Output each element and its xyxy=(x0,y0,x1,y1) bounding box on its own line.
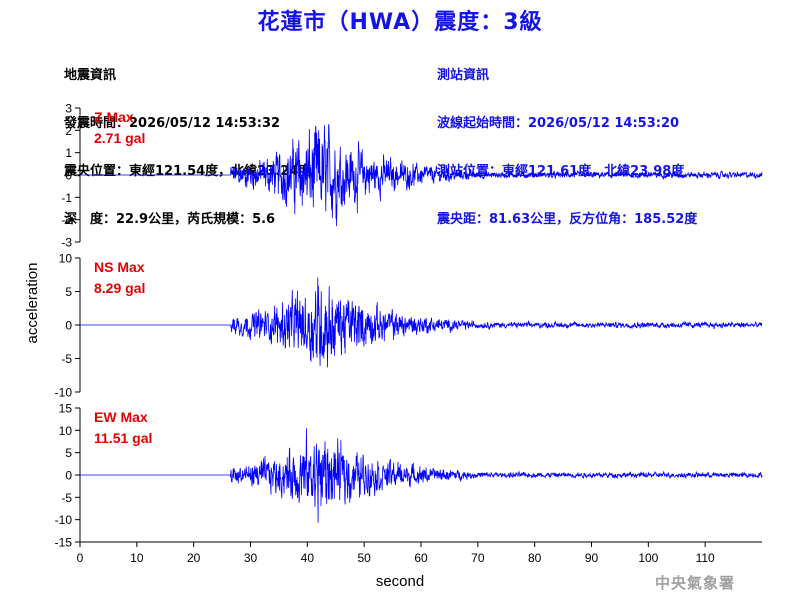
y-tick-label-ew: 10 xyxy=(59,424,73,438)
x-tick-label: 30 xyxy=(244,551,258,565)
y-tick-label-z: 0 xyxy=(65,169,72,183)
y-tick-label-z: -3 xyxy=(61,236,72,250)
max-label-ns: NS Max xyxy=(94,259,145,275)
x-tick-label: 20 xyxy=(187,551,201,565)
agency-watermark: 中央氣象署 xyxy=(655,574,736,592)
x-tick-label: 70 xyxy=(471,551,485,565)
y-tick-label-z: 1 xyxy=(65,146,72,160)
x-tick-label: 60 xyxy=(414,551,428,565)
x-axis-title: second xyxy=(376,573,424,590)
distance-azimuth: 震央距：81.63公里，反方位角：185.52度 xyxy=(437,212,698,227)
y-axis-title: acceleration xyxy=(24,263,41,344)
y-tick-label-ew: 5 xyxy=(65,446,72,460)
y-tick-label-ew: -10 xyxy=(55,513,73,527)
station-info-heading: 測站資訊 xyxy=(437,68,490,83)
y-tick-label-z: -1 xyxy=(61,191,72,205)
x-tick-label: 110 xyxy=(696,551,715,565)
y-tick-label-ew: -5 xyxy=(61,491,72,505)
wave-start-time: 波線起始時間：2026/05/12 14:53:20 xyxy=(437,116,680,131)
trace-ew xyxy=(80,428,763,523)
depth-magnitude: 深 度：22.9公里，芮氏規模：5.6 xyxy=(64,212,276,227)
origin-time: 發震時間：2026/05/12 14:53:32 xyxy=(64,116,281,131)
x-tick-label: 40 xyxy=(301,551,315,565)
station-info: 測站資訊 波線起始時間：2026/05/12 14:53:20 測站位置：東經1… xyxy=(437,36,697,244)
y-tick-label-ns: 5 xyxy=(65,285,72,299)
y-tick-label-ew: -15 xyxy=(55,536,73,550)
y-tick-label-z: 2 xyxy=(65,124,72,138)
max-value-ew: 11.51 gal xyxy=(94,430,152,446)
y-tick-label-ew: 15 xyxy=(59,402,73,416)
earthquake-info-heading: 地震資訊 xyxy=(64,68,117,83)
max-label-z: Z Max xyxy=(94,109,134,125)
y-tick-label-ns: -5 xyxy=(61,352,72,366)
trace-ns xyxy=(80,277,763,368)
x-tick-label: 80 xyxy=(528,551,542,565)
max-value-z: 2.71 gal xyxy=(94,130,145,146)
max-value-ns: 8.29 gal xyxy=(94,280,145,296)
y-tick-label-z: -2 xyxy=(61,213,72,227)
max-label-ew: EW Max xyxy=(94,409,148,425)
y-tick-label-ew: 0 xyxy=(65,469,72,483)
y-tick-label-ns: 10 xyxy=(59,252,73,266)
y-tick-label-z: 3 xyxy=(65,102,72,116)
x-tick-label: 0 xyxy=(77,551,84,565)
trace-z xyxy=(80,124,763,227)
x-tick-label: 100 xyxy=(638,551,658,565)
x-tick-label: 10 xyxy=(130,551,144,565)
y-tick-label-ns: -10 xyxy=(55,386,73,400)
chart-title: 花蓮市（HWA）震度：3級 xyxy=(257,10,543,35)
x-tick-label: 50 xyxy=(357,551,371,565)
y-tick-label-ns: 0 xyxy=(65,319,72,333)
x-tick-label: 90 xyxy=(585,551,599,565)
